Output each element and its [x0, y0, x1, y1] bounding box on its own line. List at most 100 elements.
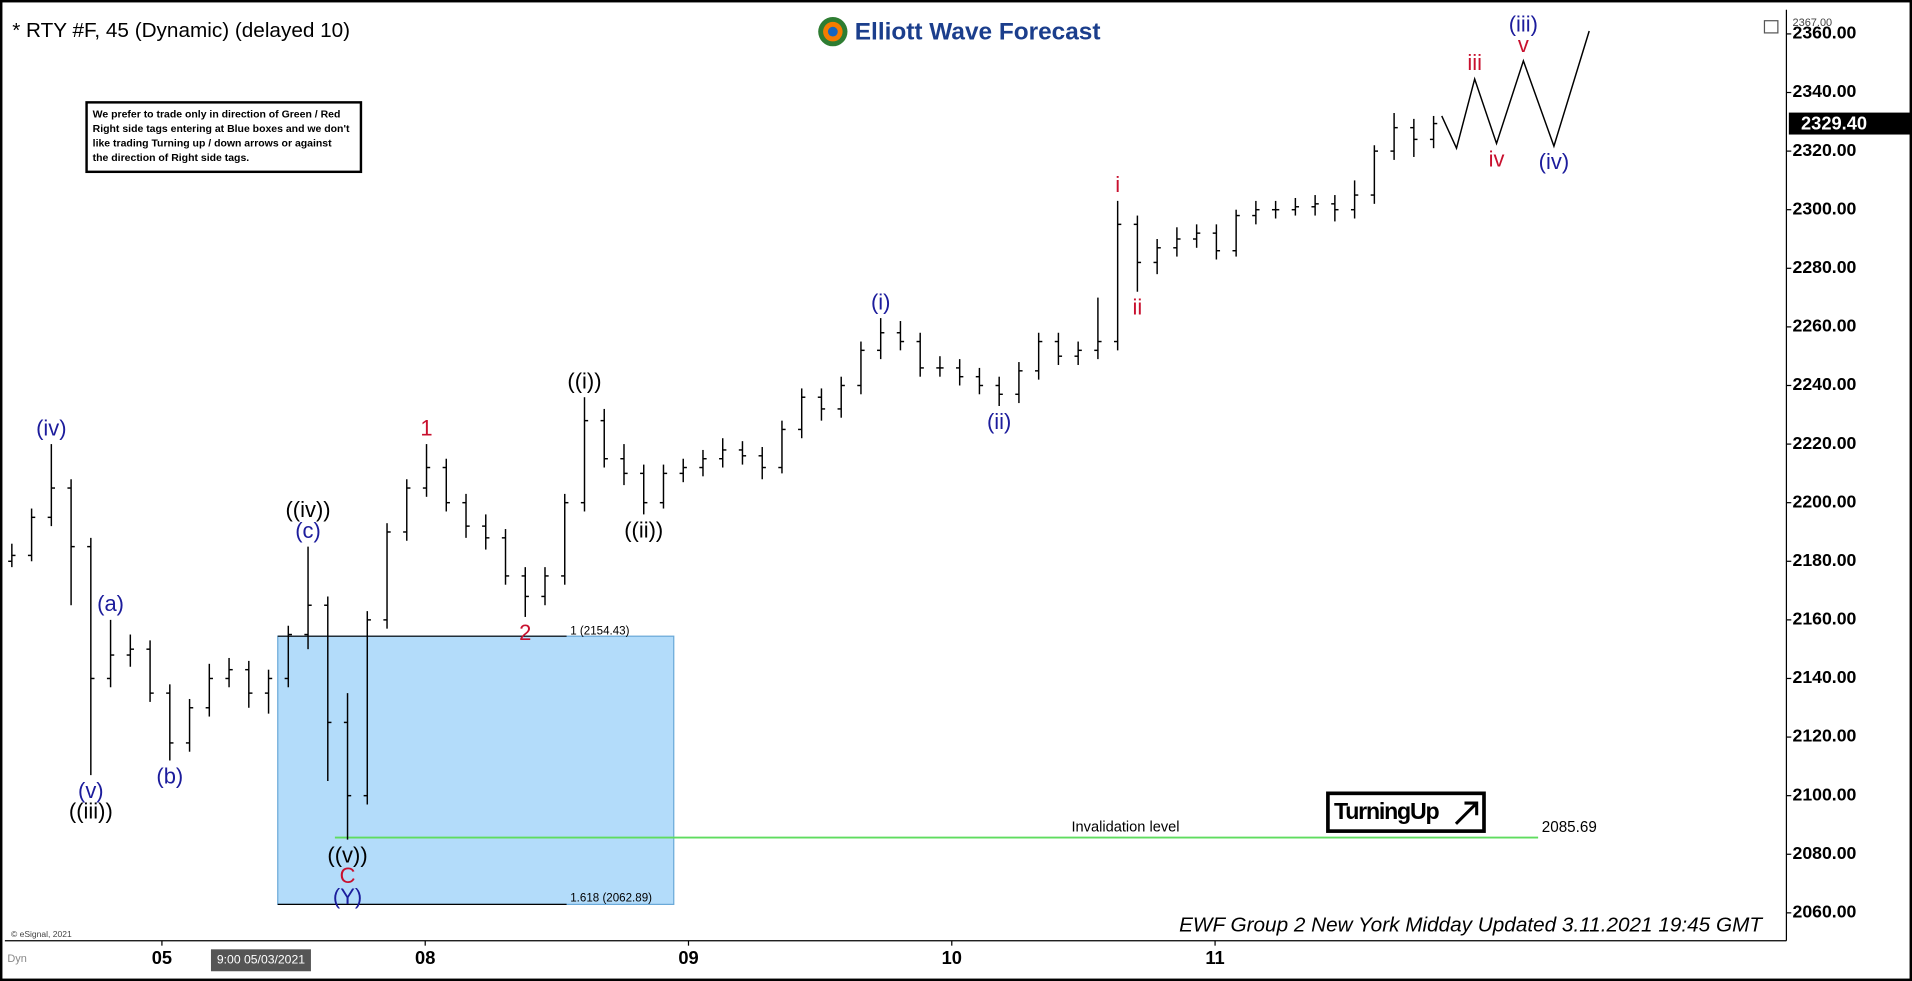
price-bar: [1350, 180, 1359, 219]
note-line: like trading Turning up / down arrows or…: [93, 139, 332, 150]
price-bar: [245, 660, 253, 708]
signal-arrow: [1454, 801, 1479, 825]
price-bar: [284, 625, 292, 688]
price-bar: [403, 479, 411, 541]
note-line: the direction of Right side tags.: [93, 153, 250, 164]
fib-box: [277, 635, 675, 906]
note-box: [85, 101, 363, 174]
logo: Elliott Wave Forecast: [818, 17, 1100, 47]
note-line: Right side tags entering at Blue boxes a…: [93, 124, 350, 135]
y-tick-label: 2120.00: [1793, 726, 1857, 746]
copyright: © eSignal, 2021: [11, 929, 72, 939]
price-bar: [1232, 209, 1240, 257]
wave-label: ((v)): [327, 842, 367, 867]
price-bar: [778, 420, 786, 474]
wave-label: iii: [1467, 50, 1482, 75]
price-bar: [264, 669, 273, 714]
price-bar: [1271, 200, 1280, 219]
price-bar: [27, 508, 36, 562]
price-bar: [383, 523, 391, 629]
window-button[interactable]: [1763, 20, 1779, 34]
wave-label: (iii): [1509, 11, 1538, 36]
corner-label: Dyn: [7, 953, 27, 965]
y-tick-label: 2300.00: [1793, 198, 1857, 218]
x-tick-label: 09: [678, 947, 698, 968]
fib-label: 1 (2154.43): [570, 625, 629, 637]
price-bar: [1311, 195, 1319, 216]
price-bar: [679, 458, 687, 483]
wave-label: iv: [1489, 146, 1505, 171]
price-bar: [47, 444, 55, 527]
note: We prefer to trade only in direction of …: [85, 101, 363, 174]
price-bar: [620, 444, 628, 486]
y-tick-label: 2260.00: [1793, 316, 1857, 336]
price-bar: [1094, 297, 1102, 360]
price-bar: [442, 458, 450, 512]
y-tick-label: 2220.00: [1793, 433, 1857, 453]
y-tick-label: 2060.00: [1793, 902, 1857, 922]
projection-line: [1441, 30, 1590, 151]
price-bar: [640, 464, 648, 515]
price-bar: [1133, 215, 1142, 292]
wave-label: (a): [97, 591, 124, 616]
price-bar: [1153, 239, 1161, 275]
price-bar: [561, 493, 569, 585]
price-bar: [1015, 362, 1023, 404]
y-tick-label: 2080.00: [1793, 843, 1857, 863]
wave-label: C: [340, 863, 356, 888]
y-tick-label: 2320.00: [1793, 140, 1857, 160]
price-bar: [106, 619, 115, 688]
price-bar: [719, 438, 727, 468]
price-bar: [1054, 332, 1063, 365]
price-bar: [995, 376, 1003, 407]
price-bar: [1390, 113, 1398, 160]
price-bar: [1113, 200, 1122, 351]
invalidation-label: Invalidation level: [1071, 820, 1179, 836]
y-tick-label: 2240.00: [1793, 374, 1857, 394]
wave-label: 1: [420, 415, 432, 440]
price-bar: [185, 698, 194, 752]
price-bar: [916, 332, 924, 377]
price-bar: [205, 663, 213, 717]
wave-label: ((iii)): [69, 799, 113, 824]
price-bar: [304, 546, 312, 650]
wave-label: 2: [519, 620, 531, 645]
price-bar: [699, 449, 707, 477]
price-bar: [975, 367, 984, 395]
wave-label: ii: [1133, 295, 1143, 320]
wave-label: (c): [295, 518, 321, 543]
price-bar: [877, 318, 885, 360]
price-bar: [798, 388, 806, 439]
invalidation-value: 2085.69: [1542, 819, 1597, 836]
price-bar: [1252, 200, 1260, 225]
y-tick-label: 2360.00: [1793, 23, 1857, 43]
footer: EWF Group 2 New York Midday Updated 3.11…: [1179, 914, 1763, 937]
price-bar: [857, 341, 865, 395]
price-bar: [956, 359, 964, 386]
wave-label: (b): [156, 763, 183, 788]
price-bar: [1074, 341, 1082, 365]
price-bar: [600, 408, 608, 468]
fib-label: 1.618 (2062.89): [570, 892, 652, 904]
price-bar: [1410, 118, 1418, 157]
price-bar: [363, 611, 371, 805]
price-bar: [1429, 115, 1438, 149]
price-bar: [166, 684, 174, 761]
last-price-label: 2329.40: [1801, 113, 1867, 134]
price-bar: [1370, 145, 1379, 204]
wave-label: ((i)): [567, 368, 601, 393]
price-bar: [738, 441, 747, 465]
price-bar: [1212, 224, 1221, 260]
price-bar: [1331, 195, 1339, 222]
price-bar: [343, 693, 352, 840]
price-bar: [541, 567, 549, 606]
wave-label: v: [1518, 32, 1529, 57]
price-bar: [758, 447, 766, 480]
wave-label: ((ii)): [624, 517, 663, 542]
note-line: We prefer to trade only in direction of …: [93, 109, 341, 120]
x-tick-label: 05: [152, 947, 172, 968]
wave-label: (iv): [36, 415, 66, 440]
price-bar: [837, 376, 845, 418]
